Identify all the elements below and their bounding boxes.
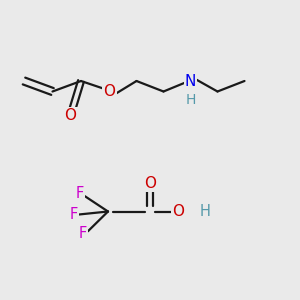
Text: H: H (200, 204, 211, 219)
Text: O: O (103, 84, 116, 99)
Text: N: N (185, 74, 196, 88)
Text: O: O (144, 176, 156, 190)
Text: O: O (64, 108, 76, 123)
Text: F: F (69, 207, 78, 222)
Text: O: O (172, 204, 184, 219)
Text: H: H (185, 94, 196, 107)
Text: F: F (75, 186, 84, 201)
Text: F: F (78, 226, 87, 242)
